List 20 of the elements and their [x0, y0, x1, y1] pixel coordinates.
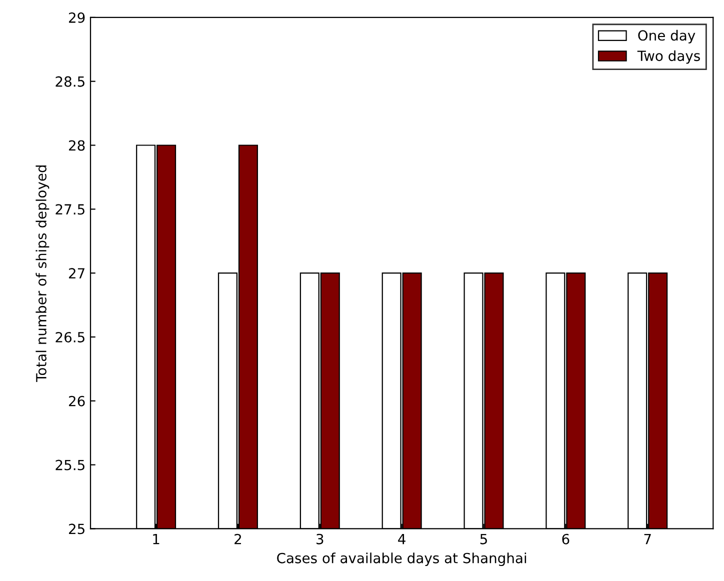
x-tick-label: 5 — [480, 534, 487, 544]
x-tick-label: 3 — [316, 534, 324, 544]
y-tick-label: 26 — [68, 396, 85, 406]
x-tick-label: 7 — [644, 534, 651, 544]
y-tick-label: 29 — [68, 12, 85, 23]
y-tick-label: 26.5 — [56, 332, 84, 342]
y-tick-label: 28.5 — [56, 76, 84, 87]
y-tick-label: 25.5 — [56, 460, 84, 470]
legend-label: One day — [638, 30, 696, 44]
legend-label: Two days — [637, 50, 700, 64]
x-tick-label: 2 — [234, 534, 241, 544]
y-tick-label: 25 — [68, 524, 84, 534]
y-tick-label: 27 — [68, 268, 84, 278]
x-tick-label: 4 — [398, 534, 406, 544]
x-axis-title: Cases of available days at Shanghai — [277, 552, 526, 566]
y-tick-label: 27.5 — [56, 204, 84, 215]
y-axis-title: Total number of ships deployed — [36, 165, 50, 382]
x-tick-label: 6 — [562, 534, 570, 544]
y-tick-label: 28 — [68, 140, 85, 151]
x-tick-label: 1 — [153, 534, 160, 544]
